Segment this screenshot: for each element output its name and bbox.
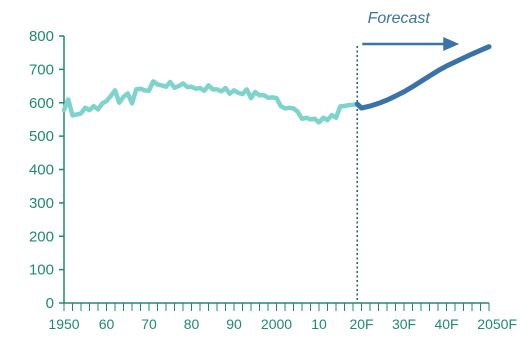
x-tick-label: 30F <box>392 316 416 332</box>
y-tick-label: 600 <box>29 95 54 112</box>
y-tick-label: 100 <box>29 262 54 279</box>
forecast-series-line <box>354 44 492 111</box>
y-tick-label: 0 <box>46 295 54 312</box>
x-tick-label: 20F <box>349 316 373 332</box>
x-tick-label: 2000 <box>261 316 292 332</box>
y-tick-label: 800 <box>29 28 54 45</box>
forecast-arrow-head <box>443 37 460 51</box>
y-tick-label: 500 <box>29 128 54 145</box>
x-tick-label: 80 <box>184 316 200 332</box>
x-tick-label: 40F <box>434 316 458 332</box>
x-tick-label: 90 <box>226 316 242 332</box>
x-tick-label: 1950 <box>48 316 79 332</box>
x-tick-label: 70 <box>141 316 157 332</box>
series-lines <box>61 44 492 125</box>
forecast-label: Forecast <box>368 10 431 27</box>
x-axis: 1950 60 70 80 90 2000 10 20F 30F 40F 2050F <box>48 302 517 332</box>
y-tick-label: 400 <box>29 162 54 179</box>
history-series-line <box>61 79 360 125</box>
y-tick-label: 700 <box>29 61 54 78</box>
x-tick-label: 60 <box>99 316 115 332</box>
x-tick-label: 2050F <box>477 316 517 332</box>
y-tick-label: 200 <box>29 228 54 245</box>
y-axis: 0 100 200 300 400 500 600 700 800 <box>29 28 65 312</box>
y-tick-label: 300 <box>29 195 54 212</box>
forecast-annotation: Forecast <box>356 10 460 303</box>
x-tick-label: 10 <box>311 316 327 332</box>
